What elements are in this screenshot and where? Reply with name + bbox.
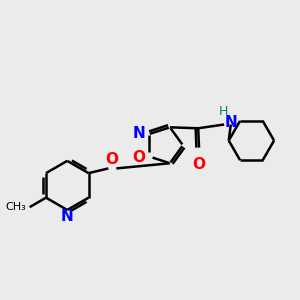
- Text: N: N: [225, 115, 237, 130]
- Text: H: H: [219, 105, 228, 118]
- Text: O: O: [132, 150, 145, 165]
- Text: N: N: [61, 208, 74, 224]
- Text: O: O: [106, 152, 118, 166]
- Text: CH₃: CH₃: [6, 202, 26, 212]
- Text: O: O: [193, 157, 206, 172]
- Text: N: N: [132, 126, 145, 141]
